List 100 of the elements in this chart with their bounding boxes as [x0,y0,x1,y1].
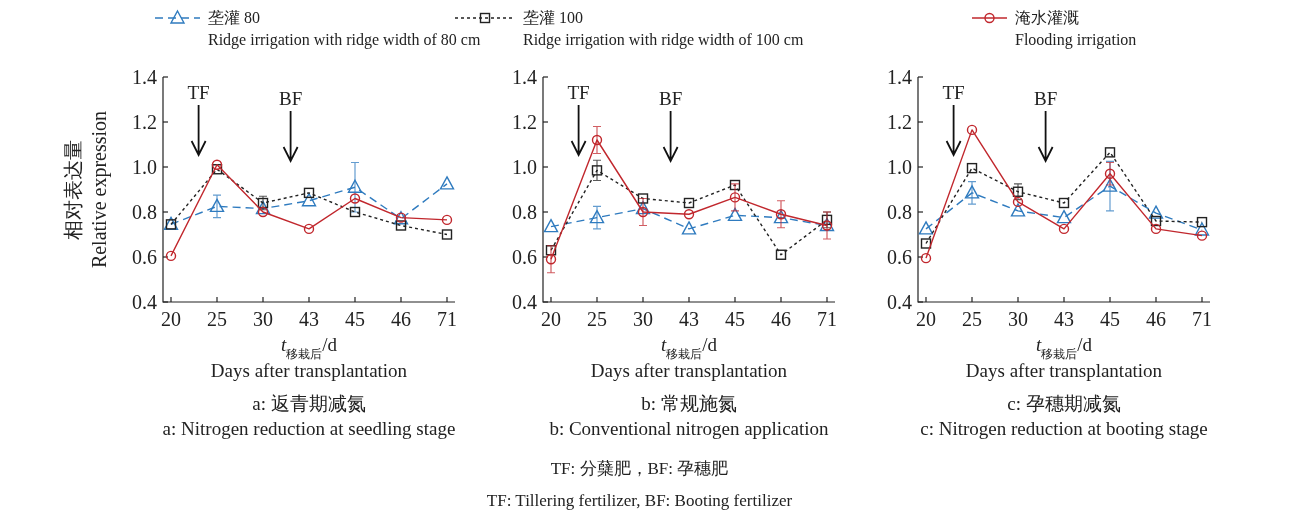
point [349,206,361,218]
point [303,223,315,235]
x-tick-label: 20 [916,308,936,330]
x-tick-label: 43 [1054,308,1074,330]
point [543,218,559,233]
y-tick-label: 1.2 [887,111,912,133]
x-tick-label: 71 [1192,308,1212,330]
annotation: TF [567,82,590,103]
y-tick-label: 1.4 [512,66,537,88]
point [1012,186,1024,197]
point [347,179,363,193]
x-tick-label: 71 [437,308,457,330]
point [395,220,407,231]
point [209,198,225,213]
legend-label: 淹水灌溉 Flooding irrigation [1015,9,1137,49]
x-tick-label: 45 [345,308,365,330]
text: a: Nitrogen reduction at seedling stage [162,418,456,439]
point [966,124,978,136]
y-tick-label: 1.0 [512,156,537,178]
text: b: Conventional nitrogen application [549,418,830,439]
y-tick-label: 0.6 [887,246,912,268]
point [966,162,978,174]
point [303,187,315,199]
point [918,221,934,235]
point [637,206,649,218]
x-tick-label: 71 [817,308,837,330]
point [681,221,697,235]
point [775,249,787,260]
text: a: 返青期减氮 [252,393,366,414]
point [439,176,455,190]
x-tick-label: 20 [161,308,181,330]
x-axis-title: t$_{移栽后}$/d Days after transplantation [590,334,788,381]
point [1104,168,1116,179]
y-tick-label: 0.6 [132,246,157,268]
point [255,200,271,215]
point [211,164,223,175]
point [545,254,557,265]
point [920,252,932,264]
y-tick-label: 1.4 [887,66,912,88]
x-tick-label: 43 [299,308,319,330]
x-tick-label: 43 [679,308,699,330]
point [1058,223,1070,235]
point [301,193,317,207]
point [1194,222,1210,236]
annotation: TF [187,82,210,103]
annotation: BF [1033,88,1058,109]
x-tick-label: 25 [962,308,982,330]
point [1102,178,1118,192]
text: b: 常规施氮 [641,393,737,414]
x-tick-label: 46 [771,308,791,330]
y-tick-label: 0.8 [132,201,157,223]
point [441,214,453,226]
point [637,193,649,204]
point [1150,223,1162,235]
x-tick-label: 25 [207,308,227,330]
point [1010,203,1026,217]
text: c: 孕穗期减氮 [1007,393,1121,414]
y-tick-label: 1.2 [132,111,157,133]
x-tick-label: 30 [633,308,653,330]
point [441,229,453,240]
x-axis-title: t$_{移栽后}$/d Days after transplantation [210,334,408,381]
point [729,192,741,203]
x-tick-label: 30 [253,308,273,330]
point [257,206,269,218]
point [775,209,787,220]
x-tick-label: 45 [725,308,745,330]
text: TF: 分蘖肥，BF: 孕穗肥 [550,459,729,478]
y-tick-label: 1.2 [512,111,537,133]
point [773,209,789,224]
point [591,134,603,146]
point [1196,216,1208,228]
legend-item: 淹水灌溉 Flooding irrigation [971,9,1137,48]
x-axis-title: t$_{移栽后}$/d Days after transplantation [965,334,1163,381]
x-tick-label: 46 [1146,308,1166,330]
point [1056,209,1072,224]
point [211,159,223,170]
y-tick-label: 1.0 [887,156,912,178]
point [349,193,361,204]
annotation: BF [658,88,683,109]
annotation: BF [278,88,303,109]
legend-label: 垄灌 80 Ridge irrigation with ridge width of 80 cm [208,9,481,49]
y-tick-label: 0.4 [132,291,157,313]
point [1012,196,1024,208]
text: TF: Tillering fertilizer, BF: Booting fertilizer [486,491,793,510]
annotation: TF [942,82,965,103]
point [165,250,177,262]
point [1148,205,1164,219]
point [589,209,605,224]
x-tick-label: 46 [391,308,411,330]
x-tick-label: 45 [1100,308,1120,330]
y-tick-label: 0.4 [512,291,537,313]
y-tick-label: 0.8 [887,201,912,223]
point [1104,147,1116,158]
point [1150,215,1162,227]
y-axis-title: 相对表达量 Relative expression [62,110,111,269]
y-tick-label: 0.8 [512,201,537,223]
x-tick-label: 30 [1008,308,1028,330]
point [1196,230,1208,241]
point [683,209,695,220]
x-tick-label: 20 [541,308,561,330]
